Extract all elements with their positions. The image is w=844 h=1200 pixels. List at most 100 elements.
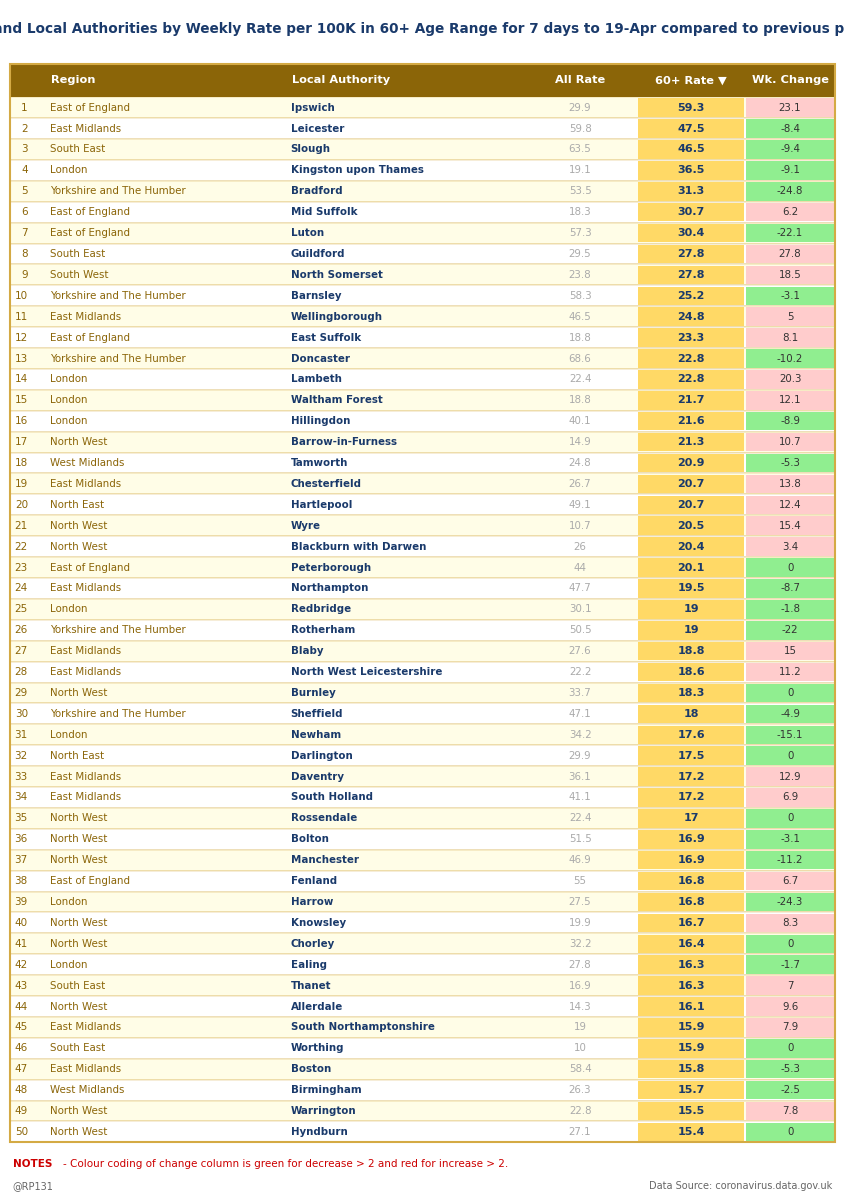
Text: 57.3: 57.3 [568, 228, 591, 238]
Text: Birmingham: Birmingham [290, 1085, 361, 1096]
Bar [745, 496, 833, 514]
Text: 12.1: 12.1 [778, 395, 800, 406]
Bar [637, 830, 744, 848]
Text: South West: South West [50, 270, 108, 280]
Text: 22.8: 22.8 [568, 1106, 591, 1116]
Text: 8: 8 [21, 248, 28, 259]
Bar [745, 454, 833, 473]
Text: 34: 34 [14, 792, 28, 803]
Text: Thanet: Thanet [290, 980, 331, 991]
Text: -8.4: -8.4 [779, 124, 799, 133]
Text: 13: 13 [14, 354, 28, 364]
Text: Northampton: Northampton [290, 583, 368, 594]
Bar [637, 662, 744, 682]
Text: 46.5: 46.5 [677, 144, 704, 155]
Text: 16.8: 16.8 [677, 898, 704, 907]
Bar [637, 391, 744, 409]
Text: North West: North West [50, 918, 107, 928]
Text: 15.4: 15.4 [778, 521, 800, 530]
Bar [745, 851, 833, 870]
Text: Chesterfield: Chesterfield [290, 479, 361, 488]
Bar [10, 641, 834, 661]
Text: 49.1: 49.1 [568, 500, 591, 510]
Bar [637, 1018, 744, 1037]
Bar [10, 286, 834, 306]
Text: -3.1: -3.1 [779, 834, 799, 845]
Text: East of England: East of England [50, 332, 130, 342]
Bar [10, 976, 834, 996]
Text: 17.2: 17.2 [677, 772, 704, 781]
Text: 23.1: 23.1 [778, 103, 800, 113]
Text: 0: 0 [786, 1043, 793, 1054]
Text: 16.9: 16.9 [677, 856, 704, 865]
Text: 25: 25 [14, 605, 28, 614]
Text: 16: 16 [14, 416, 28, 426]
Text: 36: 36 [14, 834, 28, 845]
Text: 16.8: 16.8 [677, 876, 704, 886]
Text: 53.5: 53.5 [568, 186, 591, 197]
Bar [10, 160, 834, 181]
Bar [10, 97, 834, 118]
Text: 33.7: 33.7 [568, 688, 591, 698]
Text: 45: 45 [14, 1022, 28, 1032]
Bar [745, 830, 833, 848]
Text: 19: 19 [573, 1022, 586, 1032]
Text: 24: 24 [14, 583, 28, 594]
Bar [10, 118, 834, 139]
Bar [637, 119, 744, 138]
Text: London: London [50, 395, 87, 406]
Bar [10, 703, 834, 725]
Bar [637, 913, 744, 932]
Bar [745, 913, 833, 932]
Text: North West: North West [50, 814, 107, 823]
Text: Wyre: Wyre [290, 521, 321, 530]
Text: 33: 33 [14, 772, 28, 781]
Text: South East: South East [50, 1043, 105, 1054]
Text: 30.1: 30.1 [568, 605, 591, 614]
Bar [10, 578, 834, 599]
Text: 47.5: 47.5 [677, 124, 704, 133]
Text: 35: 35 [14, 814, 28, 823]
Text: 47: 47 [14, 1064, 28, 1074]
Text: -24.3: -24.3 [776, 898, 803, 907]
Bar [637, 977, 744, 995]
Bar [10, 850, 834, 871]
Text: Bolton: Bolton [290, 834, 328, 845]
Text: East of England: East of England [50, 228, 130, 238]
Text: 40.1: 40.1 [568, 416, 591, 426]
Bar [10, 599, 834, 619]
Bar [10, 64, 834, 1142]
Bar [745, 245, 833, 263]
Text: 27.8: 27.8 [677, 248, 704, 259]
Text: 0: 0 [786, 814, 793, 823]
Text: @RP131: @RP131 [13, 1181, 53, 1190]
Bar [637, 872, 744, 890]
Text: Slough: Slough [290, 144, 330, 155]
Bar [637, 788, 744, 806]
Bar [745, 516, 833, 535]
Text: East Midlands: East Midlands [50, 772, 121, 781]
Text: Region: Region [51, 76, 95, 85]
Bar [637, 182, 744, 200]
Bar [745, 203, 833, 222]
Bar [10, 1122, 834, 1142]
Text: 7: 7 [786, 980, 793, 991]
Text: 2: 2 [21, 124, 28, 133]
Text: Lambeth: Lambeth [290, 374, 341, 384]
Text: 28: 28 [14, 667, 28, 677]
Text: 27: 27 [14, 646, 28, 656]
Text: 26: 26 [573, 541, 586, 552]
Text: 10.7: 10.7 [778, 437, 800, 448]
Text: 18.6: 18.6 [677, 667, 704, 677]
Bar [745, 412, 833, 431]
Text: Newham: Newham [290, 730, 340, 739]
Bar [745, 538, 833, 556]
Text: 48: 48 [14, 1085, 28, 1096]
Text: London: London [50, 374, 87, 384]
Text: 17.2: 17.2 [677, 792, 704, 803]
Text: 27.5: 27.5 [568, 898, 591, 907]
Text: 19: 19 [683, 605, 698, 614]
Text: 18.5: 18.5 [778, 270, 800, 280]
Bar [10, 432, 834, 452]
Text: -2.5: -2.5 [779, 1085, 799, 1096]
